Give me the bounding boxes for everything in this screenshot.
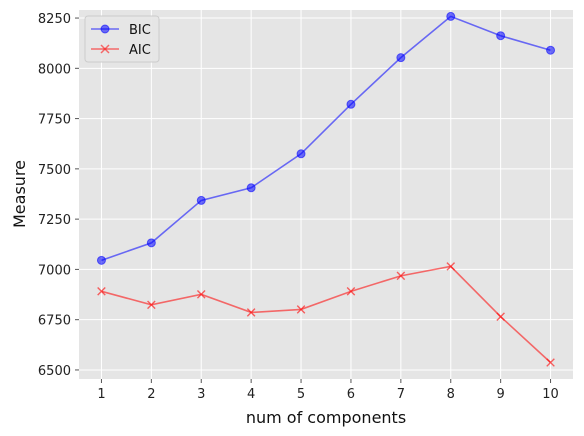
series-line-bic xyxy=(101,15,551,262)
data-point-bic xyxy=(396,53,406,63)
x-tick-label: 6 xyxy=(347,387,355,402)
data-point-bic xyxy=(296,149,306,159)
y-tick-label: 6500 xyxy=(38,364,71,379)
legend: BIC AIC xyxy=(84,15,160,63)
x-tick-label: 3 xyxy=(197,387,205,402)
x-tick-label: 2 xyxy=(147,387,155,402)
legend-marker-bic xyxy=(100,24,110,34)
data-point-bic xyxy=(96,255,106,265)
data-point-aic xyxy=(346,287,356,296)
legend-label-bic: BIC xyxy=(129,23,151,38)
x-axis-ticks: 1 2 3 4 5 6 7 8 9 10 xyxy=(97,379,559,402)
y-axis-ticks: 6500 6750 7000 7250 7500 7750 8000 8250 xyxy=(38,12,79,379)
x-tick-label: 10 xyxy=(542,387,559,402)
data-point-bic xyxy=(246,183,256,193)
x-tick-label: 8 xyxy=(447,387,455,402)
data-point-aic xyxy=(246,308,256,317)
y-tick-label: 8250 xyxy=(38,12,71,27)
x-axis-title: num of components xyxy=(246,408,406,427)
y-tick-label: 8000 xyxy=(38,62,71,77)
x-tick-label: 5 xyxy=(297,387,305,402)
x-tick-label: 7 xyxy=(397,387,405,402)
data-point-aic xyxy=(147,300,156,310)
y-tick-label: 7750 xyxy=(38,113,71,128)
plot-background xyxy=(79,10,573,379)
legend-label-aic: AIC xyxy=(129,43,151,58)
x-tick-label: 9 xyxy=(497,387,505,402)
data-point-aic xyxy=(97,287,106,296)
x-tick-label: 4 xyxy=(247,387,255,402)
data-point-aic xyxy=(296,305,306,314)
data-point-aic xyxy=(496,312,505,321)
legend-marker-aic xyxy=(100,44,110,54)
series-line-aic xyxy=(101,265,552,364)
data-point-bic xyxy=(446,11,456,21)
data-point-aic xyxy=(446,262,456,271)
y-tick-label: 6750 xyxy=(38,314,71,329)
data-point-bic xyxy=(546,45,556,55)
data-point-aic xyxy=(196,290,206,299)
y-tick-label: 7250 xyxy=(38,213,71,228)
data-point-bic xyxy=(146,238,156,248)
data-point-aic xyxy=(546,358,555,367)
y-axis-title: Measure xyxy=(10,160,29,228)
y-tick-label: 7500 xyxy=(38,163,71,178)
grid-lines xyxy=(79,10,573,379)
data-point-bic xyxy=(346,99,356,109)
data-point-bic xyxy=(196,195,206,205)
data-point-bic xyxy=(496,31,506,41)
data-point-aic xyxy=(396,271,406,281)
x-tick-label: 1 xyxy=(97,387,105,402)
series-layer xyxy=(96,11,556,367)
y-tick-label: 7000 xyxy=(38,263,71,278)
